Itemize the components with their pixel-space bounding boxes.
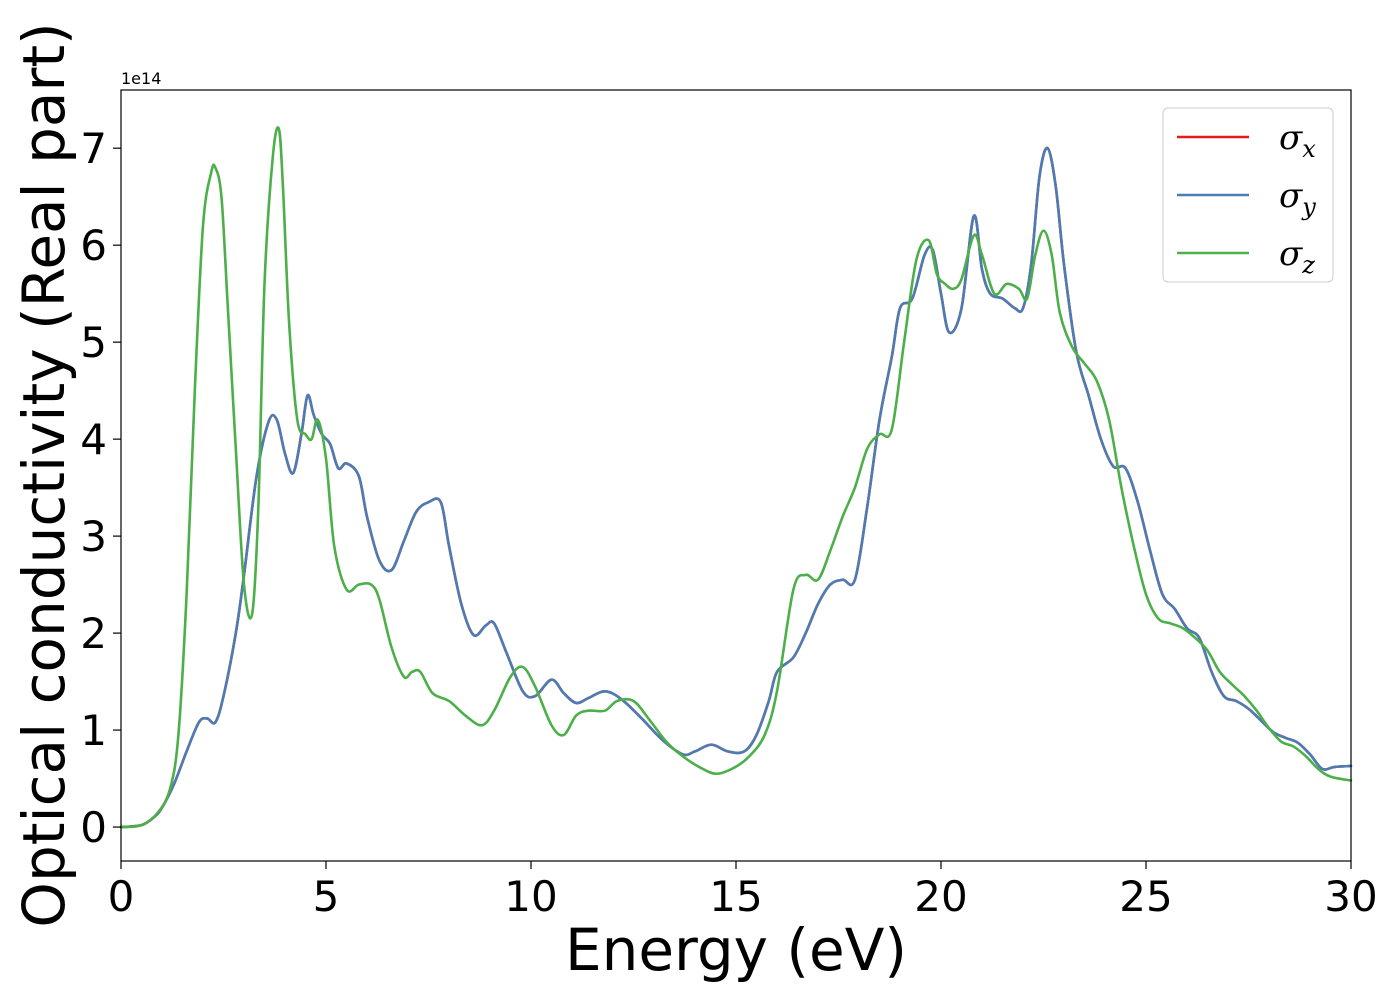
y-tick-label: 3 [80, 512, 107, 561]
x-tick-label: 20 [914, 872, 967, 921]
legend-label-x: σx [1279, 118, 1316, 163]
x-tick-label: 15 [709, 872, 762, 921]
y-tick-label: 4 [80, 415, 107, 464]
x-axis: 0 5 10 15 20 25 30 [108, 861, 1378, 921]
x-tick-label: 10 [504, 872, 557, 921]
legend: σx σy σz [1162, 107, 1334, 283]
x-tick-label: 5 [313, 872, 340, 921]
y-offset-label: 1e14 [121, 69, 161, 88]
x-tick-label: 25 [1119, 872, 1172, 921]
plot-background [121, 90, 1351, 861]
series-layer [119, 126, 1353, 829]
y-axis-title: Optical conductivity (Real part) [10, 22, 78, 927]
x-axis-title: Energy (eV) [565, 916, 907, 984]
series-line-y [119, 146, 1353, 829]
y-tick-label: 2 [80, 609, 107, 658]
y-tick-label: 1 [80, 706, 107, 755]
y-tick-label: 5 [80, 318, 107, 367]
y-tick-label: 6 [80, 221, 107, 270]
legend-label-y: σy [1279, 176, 1316, 221]
legend-label-z: σz [1279, 234, 1315, 279]
x-tick-label: 30 [1324, 872, 1377, 921]
x-tick-label: 0 [108, 872, 135, 921]
y-axis: 0 1 2 3 4 5 6 7 [80, 124, 121, 852]
series-line-z [119, 126, 1353, 829]
y-tick-label: 0 [80, 803, 107, 852]
y-tick-label: 7 [80, 124, 107, 173]
